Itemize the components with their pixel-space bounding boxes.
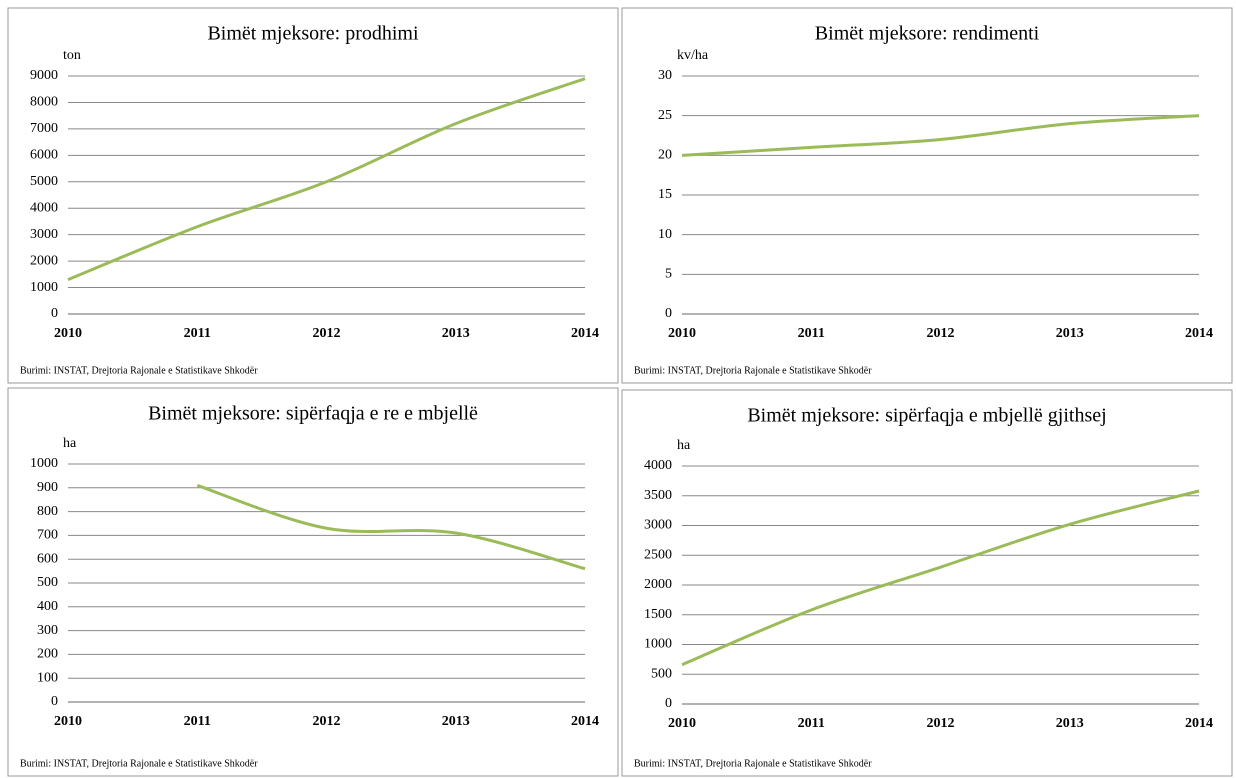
panel-border [7, 7, 619, 384]
x-tick-label: 2012 [927, 716, 955, 731]
x-tick-label: 2013 [1056, 716, 1084, 731]
y-tick-label: 8000 [30, 95, 58, 110]
x-tick-label: 2010 [668, 326, 696, 341]
chart-title: Bimët mjeksore: rendimenti [815, 23, 1040, 45]
y-tick-label: 5 [665, 267, 672, 282]
y-tick-label: 15 [658, 187, 672, 202]
x-tick-label: 2011 [184, 326, 211, 341]
y-tick-label: 1000 [644, 637, 672, 652]
y-tick-label: 3000 [644, 518, 672, 533]
y-tick-label: 0 [665, 696, 672, 711]
y-tick-label: 500 [37, 575, 58, 590]
line-series [681, 114, 1200, 157]
y-tick-label: 700 [37, 528, 58, 543]
x-tick-label: 2011 [798, 716, 825, 731]
y-tick-label: 4000 [644, 458, 672, 473]
y-tick-label: 0 [665, 306, 672, 321]
x-tick-label: 2013 [442, 714, 470, 729]
y-tick-label: 30 [658, 68, 672, 83]
y-tick-label: 0 [51, 694, 58, 709]
x-tick-label: 2014 [571, 326, 599, 341]
x-tick-label: 2010 [668, 716, 696, 731]
y-tick-label: 800 [37, 504, 58, 519]
y-tick-label: 7000 [30, 121, 58, 136]
y-tick-label: 1000 [30, 280, 58, 295]
source-note: Burimi: INSTAT, Drejtoria Rajonale e Sta… [634, 758, 872, 769]
line-series [196, 483, 586, 571]
y-tick-label: 200 [37, 647, 58, 662]
y-tick-label: 20 [658, 148, 672, 163]
x-tick-label: 2012 [927, 326, 955, 341]
y-tick-label: 6000 [30, 148, 58, 163]
y-tick-label: 10 [658, 227, 672, 242]
source-note: Burimi: INSTAT, Drejtoria Rajonale e Sta… [634, 365, 872, 376]
y-axis-label: ton [63, 48, 81, 63]
x-tick-label: 2014 [1185, 326, 1213, 341]
y-tick-label: 9000 [30, 68, 58, 83]
x-tick-label: 2014 [571, 714, 599, 729]
x-tick-label: 2011 [798, 326, 825, 341]
y-tick-label: 1500 [644, 607, 672, 622]
chart-title: Bimët mjeksore: prodhimi [207, 23, 419, 45]
panel-border [621, 389, 1233, 777]
x-tick-label: 2010 [54, 326, 82, 341]
y-axis-label: ha [677, 438, 691, 453]
panel-border [621, 7, 1233, 384]
line-series [67, 77, 586, 282]
y-tick-label: 5000 [30, 174, 58, 189]
x-tick-label: 2012 [313, 326, 341, 341]
y-tick-label: 600 [37, 551, 58, 566]
x-tick-label: 2014 [1185, 716, 1213, 731]
line-series [681, 489, 1200, 667]
source-note: Burimi: INSTAT, Drejtoria Rajonale e Sta… [20, 365, 258, 376]
y-axis-label: kv/ha [677, 48, 709, 63]
chart-title: Bimët mjeksore: sipërfaqja e re e mbjell… [148, 403, 478, 425]
y-axis-label: ha [63, 436, 77, 451]
y-tick-label: 400 [37, 599, 58, 614]
y-tick-label: 2500 [644, 547, 672, 562]
y-tick-label: 2000 [644, 577, 672, 592]
y-tick-label: 3000 [30, 227, 58, 242]
y-tick-label: 0 [51, 306, 58, 321]
y-tick-label: 900 [37, 480, 58, 495]
y-tick-label: 100 [37, 670, 58, 685]
x-tick-label: 2011 [184, 714, 211, 729]
x-tick-label: 2013 [1056, 326, 1084, 341]
y-tick-label: 25 [658, 108, 672, 123]
x-tick-label: 2013 [442, 326, 470, 341]
y-tick-label: 1000 [30, 456, 58, 471]
y-tick-label: 2000 [30, 253, 58, 268]
source-note: Burimi: INSTAT, Drejtoria Rajonale e Sta… [20, 758, 258, 769]
y-tick-label: 300 [37, 623, 58, 638]
panel-border [7, 387, 619, 777]
chart-title: Bimët mjeksore: sipërfaqja e mbjellë gji… [747, 405, 1106, 427]
y-tick-label: 4000 [30, 200, 58, 215]
x-tick-label: 2010 [54, 714, 82, 729]
x-tick-label: 2012 [313, 714, 341, 729]
y-tick-label: 500 [651, 666, 672, 681]
y-tick-label: 3500 [644, 488, 672, 503]
